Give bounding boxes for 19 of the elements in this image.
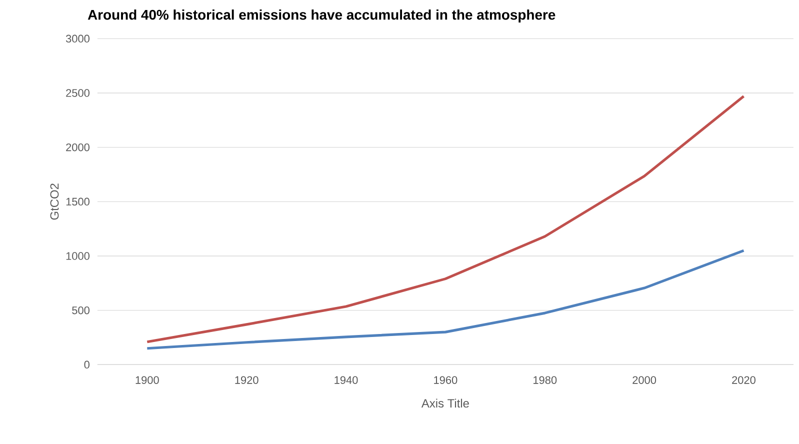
chart-title: Around 40% historical emissions have accumulated in the atmosphere xyxy=(88,9,556,22)
x-tick-label: 1940 xyxy=(334,376,358,384)
x-axis-title: Axis Title xyxy=(421,398,469,408)
x-tick-label: 1960 xyxy=(434,376,458,384)
line-series xyxy=(146,94,746,344)
x-tick-label: 2020 xyxy=(732,376,756,384)
y-tick-label: 2500 xyxy=(66,89,90,97)
x-tick-label: 1900 xyxy=(136,376,159,384)
x-tick-label: 1980 xyxy=(534,376,557,384)
y-tick-label: 500 xyxy=(72,306,90,314)
x-tick-label: 1920 xyxy=(235,376,258,384)
y-tick-label: 0 xyxy=(84,360,90,369)
y-tick-label: 1000 xyxy=(66,252,90,260)
line-series xyxy=(146,249,746,350)
y-tick-label: 2000 xyxy=(66,143,90,152)
x-tick-label: 2000 xyxy=(632,376,656,384)
y-axis-title: GtCO2 xyxy=(50,184,59,220)
y-tick-label: 3000 xyxy=(66,34,90,43)
y-tick-label: 1500 xyxy=(66,198,90,206)
